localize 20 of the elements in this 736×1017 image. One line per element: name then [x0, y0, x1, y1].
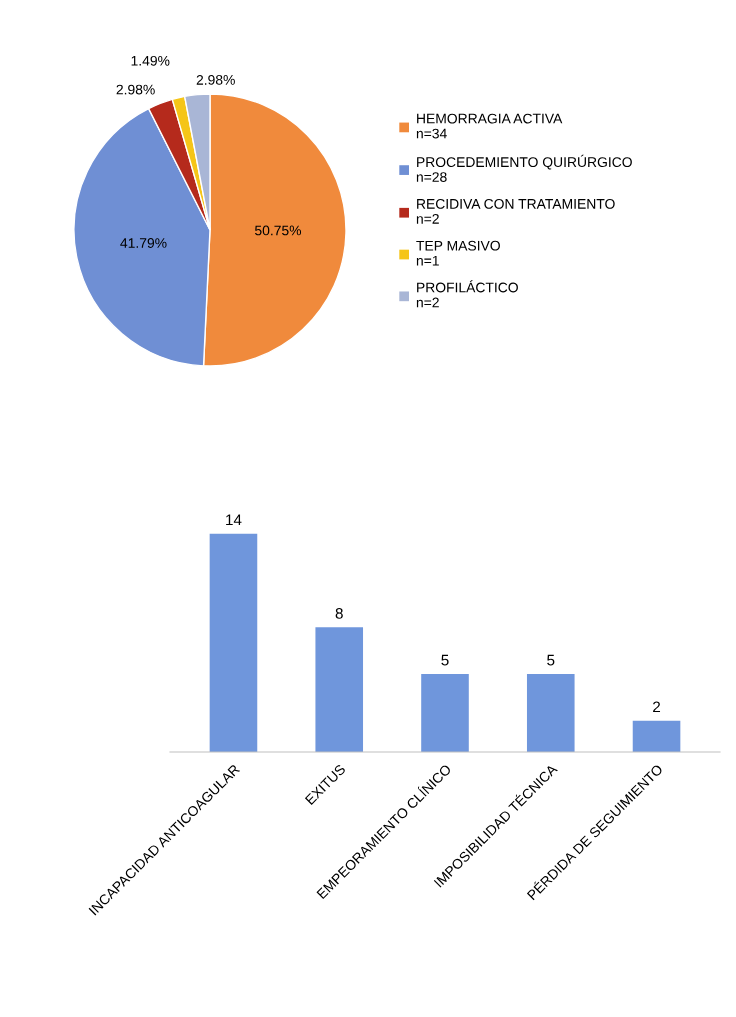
- data-label: 14: [226, 514, 242, 526]
- data-label: 5: [547, 654, 555, 666]
- data-label: 50.75%: [254, 225, 302, 236]
- legend-label: TEP MASIVO n=1: [416, 240, 500, 266]
- bar: [421, 674, 469, 752]
- legend-label: PROCEDEMIENTO QUIRÚRGICO n=28: [416, 154, 632, 182]
- bar: [632, 720, 681, 752]
- legend-label: PROFILÁCTICO n=2: [416, 280, 518, 308]
- data-label: 2: [653, 701, 661, 713]
- data-label: 41.79%: [120, 238, 167, 248]
- data-label: 2.98%: [196, 74, 235, 85]
- data-label: 5: [441, 654, 449, 666]
- bar: [209, 533, 258, 752]
- legend-label: RECIDIVA CON TRATAMIENTO n=2: [416, 198, 615, 224]
- data-label: 2.98%: [116, 84, 155, 95]
- bar: [526, 674, 575, 752]
- data-label: 8: [335, 607, 343, 619]
- data-label: 1.49%: [131, 55, 170, 66]
- bar: [315, 627, 364, 752]
- legend-label: HEMORRAGIA ACTIVA n=34: [416, 113, 563, 139]
